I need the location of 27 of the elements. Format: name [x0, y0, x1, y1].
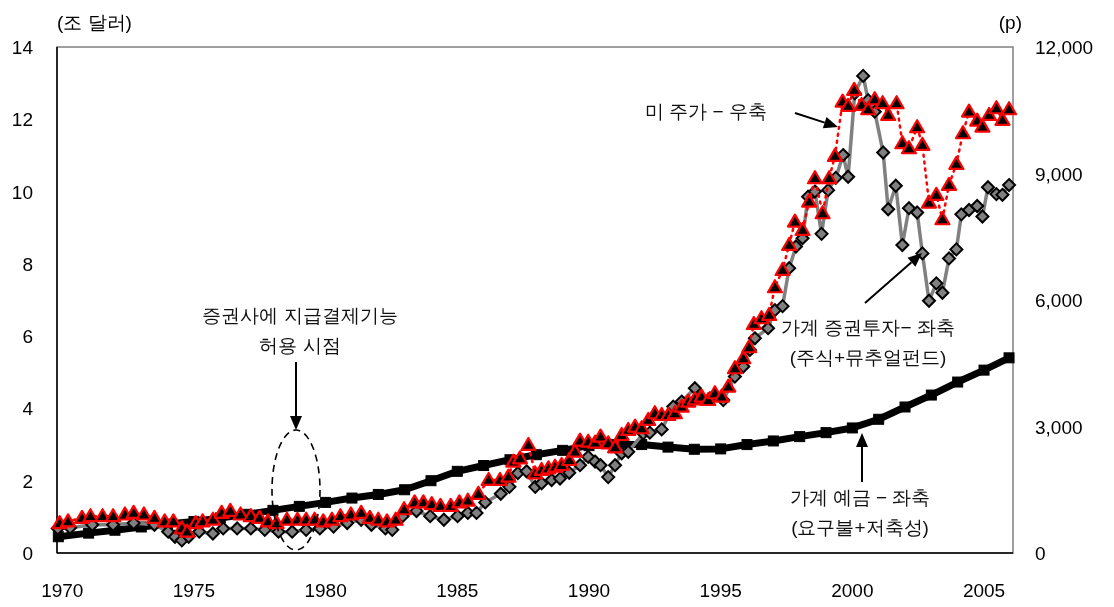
y-tick-label: 0: [22, 543, 33, 564]
y2-tick-label: 6,000: [1035, 290, 1083, 311]
y-tick-label: 6: [22, 326, 33, 348]
y-tick-label: 10: [11, 181, 33, 203]
annotation: 미 주가 − 우축: [645, 101, 767, 122]
y-tick-label: 8: [22, 253, 33, 275]
y2-tick-label: 0: [1035, 543, 1046, 564]
y2-tick-label: 9,000: [1035, 163, 1083, 185]
y2-tick-label: 3,000: [1035, 416, 1083, 438]
y2-tick-label: 12,000: [1035, 37, 1094, 58]
y-tick-label: 2: [22, 470, 33, 492]
x-tick-label: 1980: [304, 580, 347, 601]
x-tick-label: 2000: [831, 580, 874, 601]
y-tick-label: 12: [11, 109, 33, 131]
annotation: 가계 증권투자− 좌축 (주식+뮤추얼펀드): [781, 317, 955, 368]
x-tick-label: 1995: [699, 580, 742, 601]
x-tick-label: 1975: [172, 580, 216, 601]
x-tick-label: 2005: [962, 580, 1006, 601]
annotation: 가계 예금 − 좌축 (요구불+저축성): [789, 487, 931, 538]
annotation: 증권사에 지급결제기능 허용 시점: [202, 305, 398, 356]
y-tick-label: 14: [11, 37, 34, 58]
y2-axis-title: (p): [998, 12, 1022, 33]
y-axis-title: (조 달러): [57, 12, 132, 33]
y-tick-label: 4: [22, 398, 34, 420]
x-tick-label: 1985: [436, 580, 479, 601]
x-tick-label: 1990: [567, 580, 611, 601]
x-tick-label: 1970: [41, 580, 84, 601]
